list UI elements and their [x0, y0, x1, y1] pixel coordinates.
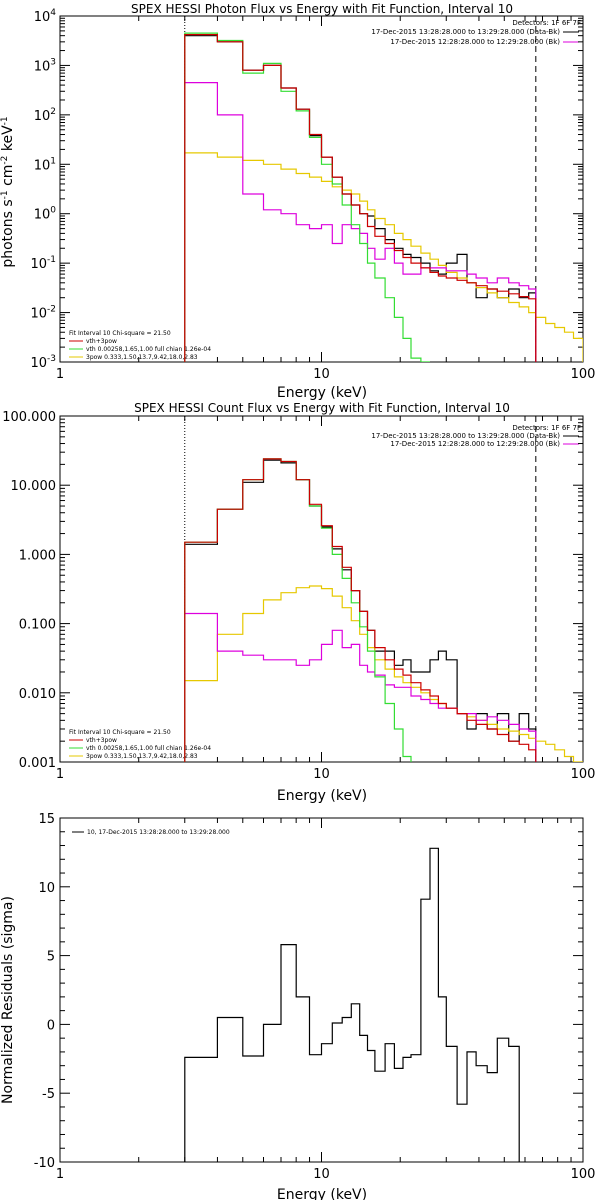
photon-flux-x-tick-label: 1 [56, 367, 64, 382]
photon-flux-panel: SPEX HESSI Photon Flux vs Energy with Fi… [0, 2, 595, 401]
residuals-y-tick-label: 0 [47, 1018, 55, 1033]
photon-flux-fit-legend-chi: Fit Interval 10 Chi-square = 21.50 [69, 330, 171, 337]
residuals-series-residual [184, 847, 520, 1162]
photon-flux-series-group [184, 32, 583, 362]
count-flux-detectors: Detectors: 1F 6F 7F [512, 424, 581, 432]
residuals-y-tick-label: -5 [42, 1087, 55, 1102]
residuals-x-tick-label: 10 [313, 1167, 330, 1182]
residuals-y-tick-label: 15 [38, 812, 55, 827]
photon-flux-y-tick-label: 104 [34, 8, 57, 25]
residuals-y-ticks [60, 817, 583, 1163]
photon-flux-series-vth-3pow [184, 34, 537, 362]
photon-flux-series-bk [184, 82, 537, 362]
count-flux-y-tick-label: 0.010 [19, 687, 56, 702]
count-flux-series-vth-3pow [184, 458, 537, 762]
count-flux-title: SPEX HESSI Count Flux vs Energy with Fit… [134, 401, 510, 415]
count-flux-y-tick-label: 1.000 [19, 548, 56, 563]
count-flux-y-tick-label: 10.000 [11, 479, 57, 494]
count-flux-series-group [184, 458, 583, 762]
photon-flux-y-ticks [60, 15, 583, 363]
count-flux-y-tick-label: 0.001 [19, 756, 56, 771]
photon-flux-detectors: Detectors: 1F 6F 7F [512, 19, 581, 27]
count-flux-fit-legend-chi: Fit Interval 10 Chi-square = 21.50 [69, 729, 171, 736]
count-flux-y-tick-label: 0.100 [19, 618, 56, 633]
photon-flux-y-tick-label: 10-3 [30, 354, 56, 371]
count-flux-fit-legend-vth: vth 0.00258,1.65,1.00 full chian 1.26e-0… [86, 745, 211, 752]
residuals-y-tick-label: 10 [38, 881, 55, 896]
photon-flux-y-tick-label: 100 [34, 206, 57, 223]
photon-flux-time-legend-bk: 17-Dec-2015 12:28:28.000 to 12:29:28.000… [390, 38, 560, 46]
count-flux-fit-legend-pow: 3pow 0.333,1.50,13.7,9.42,18.0,2.83 [86, 753, 198, 760]
count-flux-y-ticks [60, 415, 583, 763]
residuals-x-ticks [59, 818, 584, 1162]
count-flux-time-legend-data: 17-Dec-2015 13:28:28.000 to 13:29:28.000… [371, 432, 560, 440]
photon-flux-y-tick-label: 101 [34, 156, 56, 173]
photon-flux-y-tick-label: 10-1 [30, 255, 56, 272]
count-flux-x-tick-label: 100 [571, 767, 596, 782]
photon-flux-fit-legend-pow: 3pow 0.333,1.50,13.7,9.42,18.0,2.83 [86, 354, 198, 361]
photon-flux-y-tick-label: 103 [34, 57, 56, 74]
residuals-y-tick-label: -10 [34, 1156, 55, 1171]
photon-flux-fit-legend-vth: vth 0.00258,1.65,1.00 full chian 1.26e-0… [86, 346, 211, 353]
photon-flux-y-tick-label: 10-2 [30, 305, 56, 322]
photon-flux-title: SPEX HESSI Photon Flux vs Energy with Fi… [131, 2, 513, 16]
residuals-x-tick-label: 100 [571, 1167, 596, 1182]
residuals-legend: 10, 17-Dec-2015 13:28:28.000 to 13:29:28… [87, 829, 230, 836]
photon-flux-series-3pow [184, 152, 583, 362]
count-flux-series-bk [184, 612, 537, 762]
svg-text:photons s-1 cm-2 keV-1: photons s-1 cm-2 keV-1 [0, 116, 16, 267]
count-flux-xlabel: Energy (keV) [277, 788, 367, 804]
residuals-ylabel: Normalized Residuals (sigma) [0, 896, 16, 1104]
count-flux-x-tick-label: 10 [313, 767, 330, 782]
count-flux-panel: SPEX HESSI Count Flux vs Energy with Fit… [2, 401, 595, 804]
photon-flux-xlabel: Energy (keV) [277, 385, 367, 401]
photon-flux-y-tick-label: 102 [34, 107, 56, 124]
photon-flux-ylabel: photons s-1 cm-2 keV-1 [0, 116, 16, 267]
count-flux-time-legend-bk: 17-Dec-2015 12:28:28.000 to 12:29:28.000… [390, 440, 560, 448]
residuals-x-tick-label: 1 [56, 1167, 64, 1182]
residuals-panel: Energy (keV) Normalized Residuals (sigma… [0, 812, 595, 1200]
photon-flux-x-tick-label: 10 [313, 367, 330, 382]
residuals-y-tick-label: 5 [47, 950, 55, 965]
count-flux-x-tick-label: 1 [56, 767, 64, 782]
residuals-series-group [184, 847, 520, 1162]
count-flux-x-ticks [59, 416, 584, 762]
photon-flux-x-tick-label: 100 [571, 367, 596, 382]
count-flux-fit-legend-total: vth+3pow [86, 737, 117, 744]
residuals-xlabel: Energy (keV) [277, 1187, 367, 1200]
count-flux-y-tick-label: 100.000 [2, 410, 56, 425]
photon-flux-fit-legend-total: vth+3pow [86, 338, 117, 345]
photon-flux-time-legend-data: 17-Dec-2015 13:28:28.000 to 13:29:28.000… [371, 28, 560, 36]
